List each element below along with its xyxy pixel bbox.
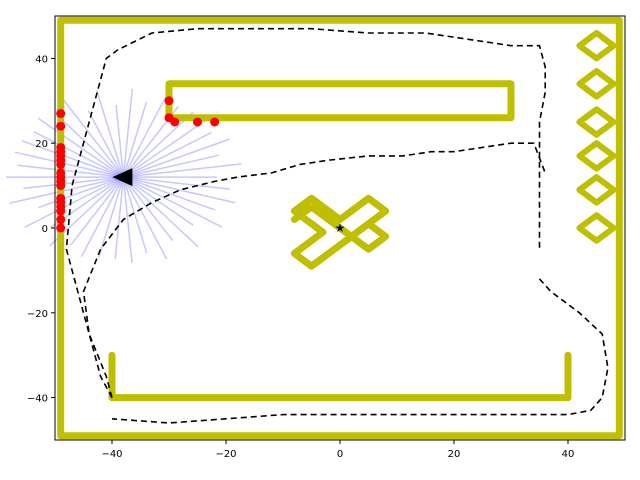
path-lower-segment (111, 278, 609, 424)
lidar-ray (96, 90, 125, 178)
axis-ticks-group: −40 −20 0 20 40 −40 −20 0 20 40 (27, 54, 574, 460)
diamond-obstacle (576, 106, 617, 138)
diamond-obstacle (576, 140, 617, 172)
lidar-ray (122, 177, 133, 263)
x-tick-label: 40 (562, 449, 575, 460)
lidar-ray (17, 164, 124, 178)
lidar-ray (123, 176, 223, 228)
y-tick-label: 20 (35, 139, 48, 150)
lidar-hit-point (56, 223, 66, 233)
diamond-obstacle (576, 174, 617, 206)
y-tick-label: −40 (27, 394, 48, 405)
lidar-ray (123, 176, 231, 190)
lidar-ray (123, 176, 236, 204)
lidar-ray (122, 101, 148, 178)
lidar-ray (114, 177, 125, 260)
path-outer-loop (65, 27, 547, 398)
lidar-ray (123, 176, 216, 211)
lidar-ray (63, 100, 124, 178)
lidar-hit-point (170, 117, 180, 127)
lidar-ray (123, 163, 242, 178)
wall (108, 351, 572, 402)
path-inner-loop (82, 142, 546, 398)
lidar-ray (14, 151, 124, 178)
lidar-hit-point (56, 121, 66, 131)
lidar-ray (97, 176, 125, 258)
lidar-ray (115, 104, 125, 178)
lidar-hit-point (56, 159, 66, 169)
y-tick-label: 40 (35, 54, 48, 65)
lidar-ray (122, 118, 208, 178)
lidar-ray (9, 176, 124, 205)
lidar-ray (24, 176, 124, 228)
lidar-ray (122, 176, 168, 260)
lidar-ray (70, 176, 124, 246)
lidar-ray (123, 138, 230, 178)
x-tick-label: 0 (337, 449, 343, 460)
lidar-hit-point (56, 181, 66, 191)
paths-group: ★ (65, 27, 609, 424)
x-tick-label: −40 (101, 449, 122, 460)
wall (165, 80, 515, 122)
lidar-ray (87, 110, 125, 178)
robot-marker (112, 168, 133, 187)
diamond-obstacle (576, 68, 617, 100)
lidar-ray (37, 117, 124, 178)
lidar-ray (122, 176, 148, 254)
lidar-ray (21, 140, 124, 178)
lidar-hit-point (210, 117, 220, 127)
lidar-ray (80, 176, 125, 258)
x-tick-label: −20 (215, 449, 236, 460)
lidar-hit-point (56, 109, 66, 119)
lidar-ray (122, 111, 194, 178)
lidar-ray (122, 176, 194, 226)
lidar-hit-point (56, 206, 66, 216)
y-tick-label: −20 (27, 309, 48, 320)
diamond-obstacle (576, 212, 617, 244)
lidar-ray (122, 176, 199, 248)
x-tick-label: 20 (448, 449, 461, 460)
lidar-ray (33, 130, 124, 178)
lidar-hits-group (56, 96, 220, 233)
lidar-ray (122, 89, 134, 178)
y-tick-label: 0 (42, 224, 48, 235)
lidar-hit-point (56, 215, 66, 225)
lidar-ray (58, 116, 124, 178)
lidar-ray (38, 176, 124, 209)
diamond-obstacle (576, 30, 617, 62)
lidar-hit-point (164, 96, 174, 106)
goal-star-marker: ★ (335, 221, 346, 235)
lidar-hit-point (193, 117, 202, 127)
lidar-ray (123, 131, 212, 178)
lidar-ray (123, 154, 220, 178)
lidar-ray (122, 96, 167, 178)
lidar-ray (122, 176, 174, 241)
robot-group (112, 168, 133, 187)
wall (290, 194, 390, 270)
